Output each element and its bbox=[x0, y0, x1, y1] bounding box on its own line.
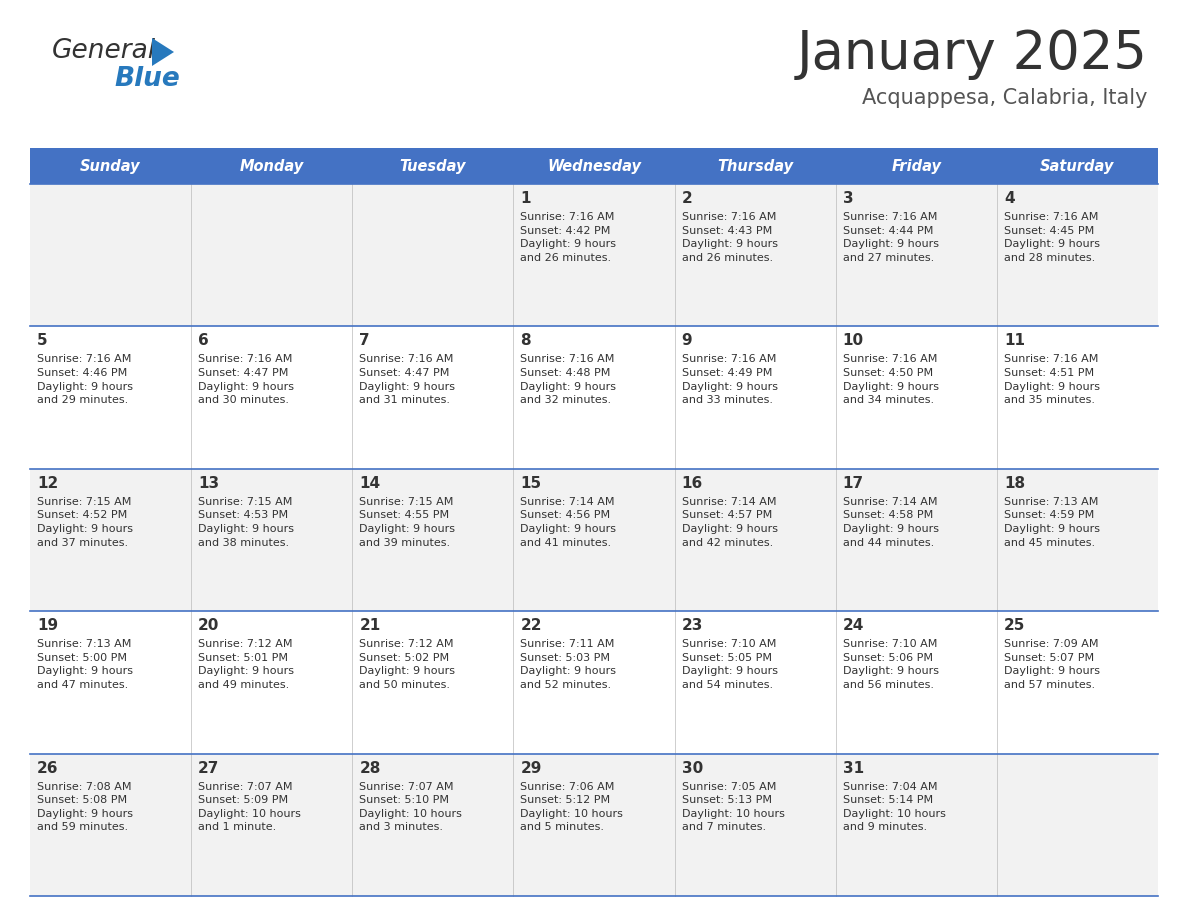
Text: 1: 1 bbox=[520, 191, 531, 206]
Text: 13: 13 bbox=[198, 476, 220, 491]
Text: 15: 15 bbox=[520, 476, 542, 491]
Text: Blue: Blue bbox=[114, 66, 179, 92]
Text: 23: 23 bbox=[682, 618, 703, 633]
Bar bbox=[191, 148, 353, 184]
Text: Sunrise: 7:04 AM
Sunset: 5:14 PM
Daylight: 10 hours
and 9 minutes.: Sunrise: 7:04 AM Sunset: 5:14 PM Dayligh… bbox=[842, 781, 946, 833]
Text: Sunrise: 7:15 AM
Sunset: 4:52 PM
Daylight: 9 hours
and 37 minutes.: Sunrise: 7:15 AM Sunset: 4:52 PM Dayligh… bbox=[37, 497, 133, 548]
Text: 18: 18 bbox=[1004, 476, 1025, 491]
Text: 31: 31 bbox=[842, 761, 864, 776]
Text: 14: 14 bbox=[359, 476, 380, 491]
Text: 8: 8 bbox=[520, 333, 531, 349]
Text: Friday: Friday bbox=[891, 159, 941, 174]
Text: Sunrise: 7:13 AM
Sunset: 4:59 PM
Daylight: 9 hours
and 45 minutes.: Sunrise: 7:13 AM Sunset: 4:59 PM Dayligh… bbox=[1004, 497, 1100, 548]
Bar bbox=[353, 148, 513, 184]
Text: 26: 26 bbox=[37, 761, 58, 776]
Text: Wednesday: Wednesday bbox=[546, 159, 642, 174]
Text: Sunrise: 7:16 AM
Sunset: 4:42 PM
Daylight: 9 hours
and 26 minutes.: Sunrise: 7:16 AM Sunset: 4:42 PM Dayligh… bbox=[520, 212, 617, 263]
Text: Sunrise: 7:16 AM
Sunset: 4:47 PM
Daylight: 9 hours
and 31 minutes.: Sunrise: 7:16 AM Sunset: 4:47 PM Dayligh… bbox=[359, 354, 455, 405]
Text: 24: 24 bbox=[842, 618, 864, 633]
Text: Sunrise: 7:16 AM
Sunset: 4:44 PM
Daylight: 9 hours
and 27 minutes.: Sunrise: 7:16 AM Sunset: 4:44 PM Dayligh… bbox=[842, 212, 939, 263]
Text: 19: 19 bbox=[37, 618, 58, 633]
Text: 4: 4 bbox=[1004, 191, 1015, 206]
Bar bbox=[30, 184, 1158, 327]
Text: January 2025: January 2025 bbox=[797, 28, 1148, 80]
Text: 6: 6 bbox=[198, 333, 209, 349]
Text: 5: 5 bbox=[37, 333, 48, 349]
Text: 28: 28 bbox=[359, 761, 380, 776]
Text: 10: 10 bbox=[842, 333, 864, 349]
Text: Sunrise: 7:16 AM
Sunset: 4:48 PM
Daylight: 9 hours
and 32 minutes.: Sunrise: 7:16 AM Sunset: 4:48 PM Dayligh… bbox=[520, 354, 617, 405]
Text: 12: 12 bbox=[37, 476, 58, 491]
Text: Sunrise: 7:14 AM
Sunset: 4:58 PM
Daylight: 9 hours
and 44 minutes.: Sunrise: 7:14 AM Sunset: 4:58 PM Dayligh… bbox=[842, 497, 939, 548]
Text: Tuesday: Tuesday bbox=[399, 159, 466, 174]
Text: 3: 3 bbox=[842, 191, 853, 206]
Text: Sunrise: 7:16 AM
Sunset: 4:46 PM
Daylight: 9 hours
and 29 minutes.: Sunrise: 7:16 AM Sunset: 4:46 PM Dayligh… bbox=[37, 354, 133, 405]
Polygon shape bbox=[152, 38, 173, 66]
Text: Sunrise: 7:07 AM
Sunset: 5:09 PM
Daylight: 10 hours
and 1 minute.: Sunrise: 7:07 AM Sunset: 5:09 PM Dayligh… bbox=[198, 781, 301, 833]
Text: Sunrise: 7:11 AM
Sunset: 5:03 PM
Daylight: 9 hours
and 52 minutes.: Sunrise: 7:11 AM Sunset: 5:03 PM Dayligh… bbox=[520, 639, 617, 690]
Text: Sunrise: 7:15 AM
Sunset: 4:55 PM
Daylight: 9 hours
and 39 minutes.: Sunrise: 7:15 AM Sunset: 4:55 PM Dayligh… bbox=[359, 497, 455, 548]
Text: Sunrise: 7:15 AM
Sunset: 4:53 PM
Daylight: 9 hours
and 38 minutes.: Sunrise: 7:15 AM Sunset: 4:53 PM Dayligh… bbox=[198, 497, 295, 548]
Text: Sunday: Sunday bbox=[81, 159, 141, 174]
Text: 25: 25 bbox=[1004, 618, 1025, 633]
Bar bbox=[513, 148, 675, 184]
Bar bbox=[30, 469, 1158, 611]
Text: 22: 22 bbox=[520, 618, 542, 633]
Bar bbox=[997, 148, 1158, 184]
Text: 7: 7 bbox=[359, 333, 369, 349]
Text: Sunrise: 7:16 AM
Sunset: 4:50 PM
Daylight: 9 hours
and 34 minutes.: Sunrise: 7:16 AM Sunset: 4:50 PM Dayligh… bbox=[842, 354, 939, 405]
Text: General: General bbox=[52, 38, 156, 64]
Text: Sunrise: 7:05 AM
Sunset: 5:13 PM
Daylight: 10 hours
and 7 minutes.: Sunrise: 7:05 AM Sunset: 5:13 PM Dayligh… bbox=[682, 781, 784, 833]
Text: 16: 16 bbox=[682, 476, 703, 491]
Text: Sunrise: 7:06 AM
Sunset: 5:12 PM
Daylight: 10 hours
and 5 minutes.: Sunrise: 7:06 AM Sunset: 5:12 PM Dayligh… bbox=[520, 781, 624, 833]
Bar bbox=[30, 327, 1158, 469]
Text: Sunrise: 7:12 AM
Sunset: 5:01 PM
Daylight: 9 hours
and 49 minutes.: Sunrise: 7:12 AM Sunset: 5:01 PM Dayligh… bbox=[198, 639, 295, 690]
Text: Sunrise: 7:07 AM
Sunset: 5:10 PM
Daylight: 10 hours
and 3 minutes.: Sunrise: 7:07 AM Sunset: 5:10 PM Dayligh… bbox=[359, 781, 462, 833]
Text: Sunrise: 7:16 AM
Sunset: 4:49 PM
Daylight: 9 hours
and 33 minutes.: Sunrise: 7:16 AM Sunset: 4:49 PM Dayligh… bbox=[682, 354, 778, 405]
Text: Acquappesa, Calabria, Italy: Acquappesa, Calabria, Italy bbox=[862, 88, 1148, 108]
Text: Sunrise: 7:16 AM
Sunset: 4:51 PM
Daylight: 9 hours
and 35 minutes.: Sunrise: 7:16 AM Sunset: 4:51 PM Dayligh… bbox=[1004, 354, 1100, 405]
Text: 20: 20 bbox=[198, 618, 220, 633]
Text: Sunrise: 7:16 AM
Sunset: 4:47 PM
Daylight: 9 hours
and 30 minutes.: Sunrise: 7:16 AM Sunset: 4:47 PM Dayligh… bbox=[198, 354, 295, 405]
Bar bbox=[835, 148, 997, 184]
Text: 30: 30 bbox=[682, 761, 703, 776]
Text: Sunrise: 7:14 AM
Sunset: 4:56 PM
Daylight: 9 hours
and 41 minutes.: Sunrise: 7:14 AM Sunset: 4:56 PM Dayligh… bbox=[520, 497, 617, 548]
Text: Sunrise: 7:14 AM
Sunset: 4:57 PM
Daylight: 9 hours
and 42 minutes.: Sunrise: 7:14 AM Sunset: 4:57 PM Dayligh… bbox=[682, 497, 778, 548]
Text: Sunrise: 7:10 AM
Sunset: 5:05 PM
Daylight: 9 hours
and 54 minutes.: Sunrise: 7:10 AM Sunset: 5:05 PM Dayligh… bbox=[682, 639, 778, 690]
Text: 27: 27 bbox=[198, 761, 220, 776]
Text: 11: 11 bbox=[1004, 333, 1025, 349]
Text: Saturday: Saturday bbox=[1041, 159, 1114, 174]
Text: Sunrise: 7:16 AM
Sunset: 4:43 PM
Daylight: 9 hours
and 26 minutes.: Sunrise: 7:16 AM Sunset: 4:43 PM Dayligh… bbox=[682, 212, 778, 263]
Text: Sunrise: 7:13 AM
Sunset: 5:00 PM
Daylight: 9 hours
and 47 minutes.: Sunrise: 7:13 AM Sunset: 5:00 PM Dayligh… bbox=[37, 639, 133, 690]
Bar bbox=[675, 148, 835, 184]
Text: 29: 29 bbox=[520, 761, 542, 776]
Bar bbox=[30, 754, 1158, 896]
Bar bbox=[30, 148, 191, 184]
Text: Sunrise: 7:09 AM
Sunset: 5:07 PM
Daylight: 9 hours
and 57 minutes.: Sunrise: 7:09 AM Sunset: 5:07 PM Dayligh… bbox=[1004, 639, 1100, 690]
Text: Sunrise: 7:08 AM
Sunset: 5:08 PM
Daylight: 9 hours
and 59 minutes.: Sunrise: 7:08 AM Sunset: 5:08 PM Dayligh… bbox=[37, 781, 133, 833]
Text: Monday: Monday bbox=[240, 159, 304, 174]
Text: 21: 21 bbox=[359, 618, 380, 633]
Text: Sunrise: 7:12 AM
Sunset: 5:02 PM
Daylight: 9 hours
and 50 minutes.: Sunrise: 7:12 AM Sunset: 5:02 PM Dayligh… bbox=[359, 639, 455, 690]
Text: Sunrise: 7:16 AM
Sunset: 4:45 PM
Daylight: 9 hours
and 28 minutes.: Sunrise: 7:16 AM Sunset: 4:45 PM Dayligh… bbox=[1004, 212, 1100, 263]
Text: 2: 2 bbox=[682, 191, 693, 206]
Text: Sunrise: 7:10 AM
Sunset: 5:06 PM
Daylight: 9 hours
and 56 minutes.: Sunrise: 7:10 AM Sunset: 5:06 PM Dayligh… bbox=[842, 639, 939, 690]
Bar bbox=[30, 611, 1158, 754]
Text: 17: 17 bbox=[842, 476, 864, 491]
Text: 9: 9 bbox=[682, 333, 693, 349]
Text: Thursday: Thursday bbox=[718, 159, 794, 174]
